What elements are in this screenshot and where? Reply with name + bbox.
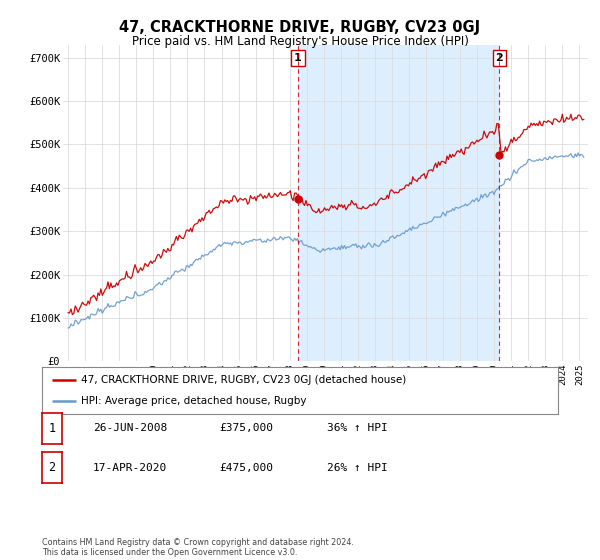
Text: £375,000: £375,000: [219, 423, 273, 433]
Text: 17-APR-2020: 17-APR-2020: [93, 463, 167, 473]
Text: 2: 2: [49, 461, 55, 474]
Text: 36% ↑ HPI: 36% ↑ HPI: [327, 423, 388, 433]
Text: 26% ↑ HPI: 26% ↑ HPI: [327, 463, 388, 473]
Text: 47, CRACKTHORNE DRIVE, RUGBY, CV23 0GJ: 47, CRACKTHORNE DRIVE, RUGBY, CV23 0GJ: [119, 20, 481, 35]
Text: £475,000: £475,000: [219, 463, 273, 473]
Text: 26-JUN-2008: 26-JUN-2008: [93, 423, 167, 433]
Text: Contains HM Land Registry data © Crown copyright and database right 2024.
This d: Contains HM Land Registry data © Crown c…: [42, 538, 354, 557]
Text: HPI: Average price, detached house, Rugby: HPI: Average price, detached house, Rugb…: [80, 396, 306, 406]
Text: 47, CRACKTHORNE DRIVE, RUGBY, CV23 0GJ (detached house): 47, CRACKTHORNE DRIVE, RUGBY, CV23 0GJ (…: [80, 375, 406, 385]
Bar: [298, 45, 499, 361]
Text: Price paid vs. HM Land Registry's House Price Index (HPI): Price paid vs. HM Land Registry's House …: [131, 35, 469, 48]
Text: 1: 1: [49, 422, 55, 435]
Text: 1: 1: [294, 53, 302, 63]
Text: 2: 2: [496, 53, 503, 63]
